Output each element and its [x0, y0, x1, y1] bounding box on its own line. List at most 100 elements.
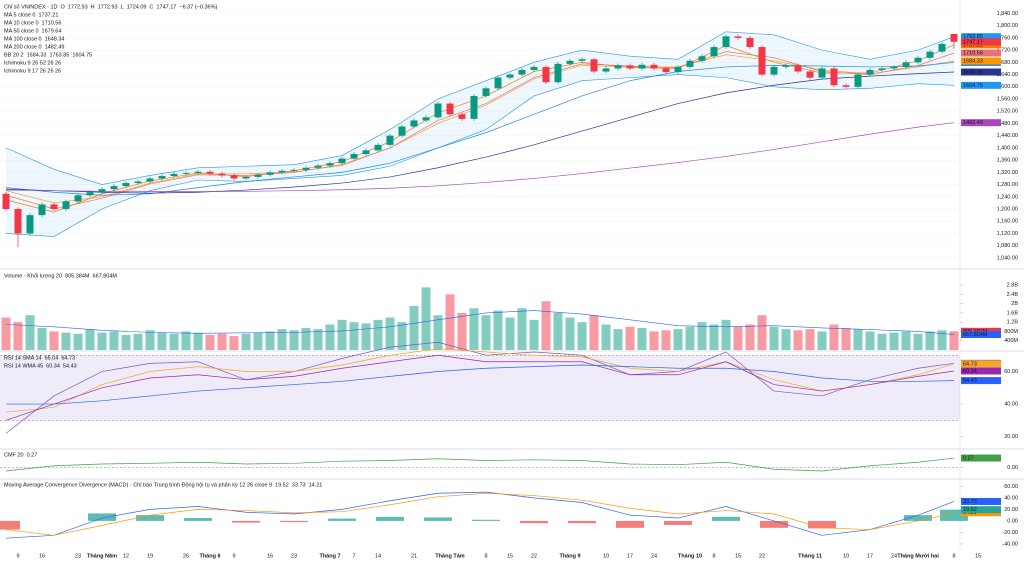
volume-bar — [553, 312, 563, 350]
volume-bar — [661, 330, 671, 350]
candle-body — [278, 170, 286, 173]
candle-body — [782, 65, 790, 67]
candle-body — [650, 64, 658, 69]
volume-bar — [793, 330, 803, 350]
macd-histogram-bar — [0, 520, 20, 530]
y-tick-label: 1,120.00 — [997, 231, 1018, 237]
x-tick-label: 24 — [891, 553, 897, 559]
volume-bar — [205, 334, 215, 350]
volume-bar — [709, 324, 719, 350]
candle-body — [458, 114, 466, 119]
volume-bar — [937, 330, 947, 350]
price-tag — [961, 377, 1001, 385]
ohlc-prefix: C — [150, 4, 154, 10]
price-tag-label: 0.27 — [963, 456, 974, 462]
x-tick-label: 15 — [975, 553, 981, 559]
volume-bar — [685, 326, 695, 350]
candle-body — [386, 135, 394, 145]
y-tick-label: 40.00 — [1004, 402, 1018, 408]
ohlc-value: 1747.17 — [156, 4, 176, 10]
volume-bar — [625, 326, 635, 350]
price-tag-label: 64.73 — [963, 361, 977, 367]
x-tick-label: 8 — [484, 553, 487, 559]
volume-bar — [253, 332, 263, 350]
volume-bar — [637, 327, 647, 350]
rsi-line — [5, 348, 955, 413]
volume-bar — [13, 322, 23, 350]
ohlc-prefix: O — [61, 4, 66, 10]
volume-bar — [301, 327, 311, 350]
x-tick-label: 23 — [291, 553, 297, 559]
candle-body — [602, 68, 610, 72]
indicator-name: MA 50 close 0 — [4, 28, 39, 34]
candle-body — [566, 60, 574, 64]
indicator-name: Volume · Khối lượng 20 — [4, 273, 62, 279]
price-tag — [961, 57, 1001, 65]
candle-body — [302, 167, 310, 170]
x-tick-label: 23 — [75, 553, 81, 559]
volume-bar — [529, 319, 539, 350]
volume-bar — [109, 331, 119, 350]
macd-histogram-bar — [712, 516, 740, 521]
candle-body — [590, 59, 598, 72]
ohlc-prefix: L — [121, 4, 124, 10]
candle-body — [734, 36, 742, 38]
x-tick-label: 22 — [759, 553, 765, 559]
y-tick-label: 2.8B — [1007, 283, 1019, 289]
price-tag-label: 667.804M — [963, 332, 988, 338]
price-tag — [961, 119, 1001, 127]
indicator-name: BB 20 2 — [4, 52, 24, 58]
y-tick-label: 1,200.00 — [997, 206, 1018, 212]
candle-body — [506, 74, 514, 78]
x-tick-label: Tháng 10 — [678, 553, 702, 559]
x-tick-label: Tháng Tám — [435, 553, 464, 559]
candle-body — [530, 66, 538, 70]
price-tag — [961, 497, 1001, 505]
x-tick-label: 16 — [267, 553, 273, 559]
macd-line — [5, 491, 955, 539]
price-tag — [961, 367, 1001, 375]
macd-histogram-bar — [664, 520, 692, 525]
volume-bar — [457, 312, 467, 350]
x-tick-label: 8 — [952, 553, 955, 559]
legend-text: 1604.75 — [72, 52, 92, 58]
volume-bar — [589, 315, 599, 350]
volume-bar — [841, 327, 851, 350]
candle-body — [158, 176, 166, 179]
y-tick-label: 1,640.00 — [997, 72, 1018, 78]
macd-histogram-bar — [280, 520, 308, 523]
price-tag-label: 1604.75 — [963, 83, 983, 89]
price-tag — [961, 454, 1001, 462]
volume-bar — [493, 310, 503, 350]
macd-histogram-bar — [88, 513, 116, 521]
volume-bar — [385, 317, 395, 350]
macd-histogram-bar — [904, 515, 932, 521]
volume-bar — [757, 315, 767, 350]
hidden-indicator: Ichimoku 9 26 52 26 26 — [4, 60, 61, 66]
candle-body — [578, 59, 586, 61]
price-tag-label: 19.52 — [963, 507, 977, 513]
volume-bar — [601, 324, 611, 350]
candle-body — [86, 192, 94, 196]
candle-body — [122, 183, 130, 187]
candle-body — [14, 209, 22, 234]
volume-bar — [193, 332, 203, 350]
y-tick-label: 0.00 — [1007, 465, 1018, 471]
x-tick-label: 15 — [735, 553, 741, 559]
y-tick-label: 1,040.00 — [997, 255, 1018, 261]
volume-bar — [25, 315, 35, 350]
volume-bar — [169, 333, 179, 350]
candle-body — [806, 71, 814, 78]
y-tick-label: 2.4B — [1007, 292, 1019, 298]
x-tick-label: Tháng 9 — [559, 553, 580, 559]
candle-body — [770, 66, 778, 75]
y-tick-label: 60.00 — [1004, 369, 1018, 375]
candle-body — [914, 57, 922, 63]
y-tick-label: 1,560.00 — [997, 96, 1018, 102]
price-tag-label: 1710.56 — [963, 50, 983, 56]
volume-bar — [673, 329, 683, 350]
volume-bar — [73, 333, 83, 350]
indicator-name: MA 5 close 0 — [4, 12, 36, 18]
symbol-title: Chỉ số VNINDEX · 1D — [4, 3, 58, 10]
y-tick-label: 1,080.00 — [997, 243, 1018, 249]
